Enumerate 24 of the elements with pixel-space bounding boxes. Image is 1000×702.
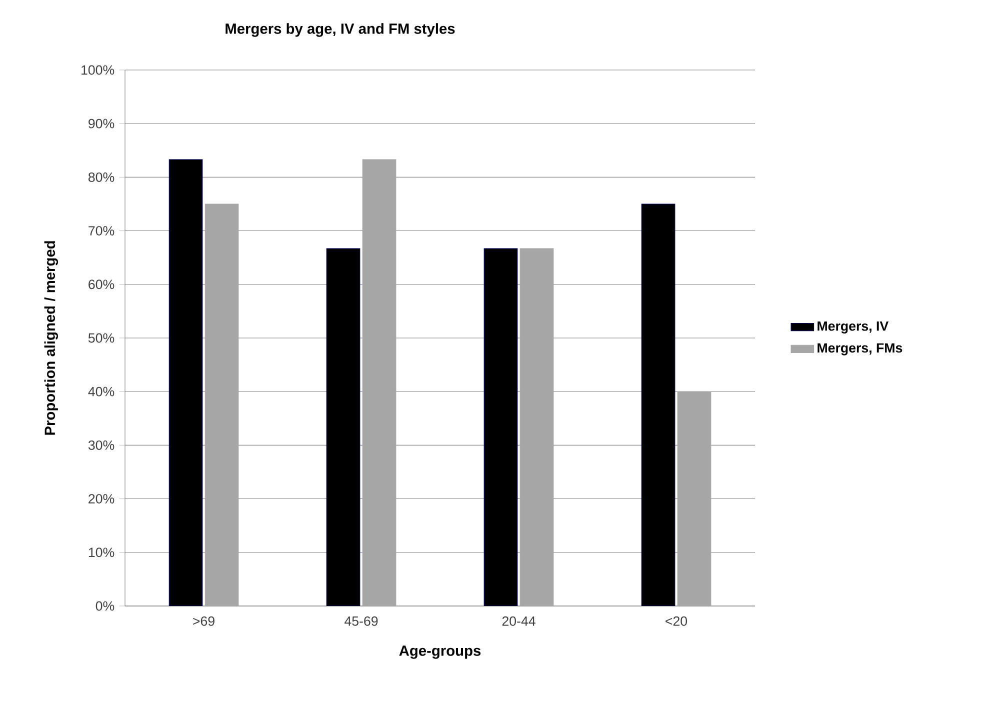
legend-label: Mergers, FMs [818, 343, 902, 356]
y-tick-label: 90% [88, 118, 114, 128]
y-tick-label: 80% [88, 172, 114, 182]
x-axis-title: Age-groups [399, 646, 481, 659]
x-tick-label: 20-44 [502, 616, 536, 626]
y-tick-label: 20% [88, 494, 114, 504]
x-tick-label: <20 [666, 616, 688, 626]
bar [168, 159, 203, 606]
chart-title: Mergers by age, IV and FM styles [226, 23, 455, 37]
y-tick-label: 50% [88, 333, 114, 343]
bar [484, 248, 518, 606]
y-tick-label: 0% [96, 601, 114, 611]
legend-label: Mergers, IV [818, 321, 889, 334]
y-tick-label: 40% [88, 386, 114, 396]
x-tick-label: 45-69 [344, 616, 378, 626]
x-tick-label: >69 [193, 616, 214, 626]
bar [326, 248, 360, 606]
y-tick-label: 60% [88, 280, 114, 290]
y-tick-label: 10% [88, 548, 114, 558]
y-axis-title: Proportion aligned / merged [44, 241, 58, 435]
bar [641, 204, 676, 606]
y-tick-label: 30% [88, 440, 114, 450]
y-tick-label: 100% [82, 65, 114, 75]
y-tick-label: 70% [88, 226, 114, 236]
